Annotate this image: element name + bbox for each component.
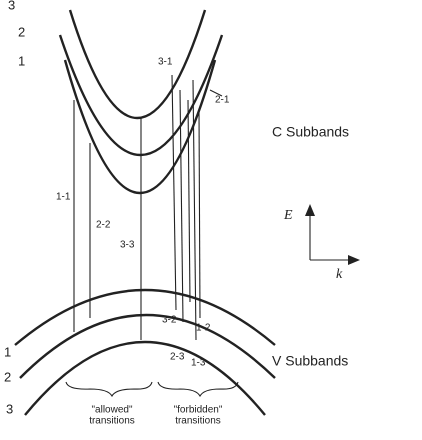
- arrow-head: [305, 204, 315, 216]
- c-title: C Subbands: [272, 124, 349, 140]
- transition-label: 3-2: [162, 315, 177, 326]
- transition-label: 3-3: [120, 240, 135, 251]
- v-label: 3: [6, 401, 13, 416]
- region-label: transitions: [175, 416, 221, 427]
- region-label: transitions: [89, 416, 135, 427]
- v-subband-2: [19, 313, 276, 379]
- leader-line: [209, 89, 223, 97]
- c-label: 3: [8, 0, 15, 12]
- region-label: "allowed": [91, 405, 132, 416]
- transition-label: 2-2: [96, 220, 111, 231]
- transition-line: [179, 89, 184, 323]
- arrow-head: [348, 255, 360, 265]
- v-title: V Subbands: [272, 353, 348, 369]
- transition-label: 1-2: [196, 323, 211, 334]
- transition-lines: [73, 74, 223, 341]
- transition-line: [171, 74, 177, 311]
- transition-line: [192, 79, 197, 341]
- k-label: k: [336, 267, 343, 282]
- transition-line: [198, 109, 201, 319]
- brace: [157, 381, 239, 398]
- transition-label: 1-3: [191, 358, 206, 369]
- transition-label: 2-3: [170, 352, 185, 363]
- c-label: 2: [18, 24, 25, 39]
- v-label: 1: [4, 344, 11, 359]
- transition-label: 1-1: [56, 192, 71, 203]
- c-subband-3: [68, 9, 207, 119]
- v-label: 2: [4, 369, 11, 384]
- transition-line: [187, 99, 191, 303]
- transition-label: 2-1: [215, 95, 230, 106]
- region-label: "forbidden": [174, 405, 223, 416]
- brace: [65, 381, 153, 398]
- v-subband-1: [14, 288, 276, 346]
- transition-label: 3-1: [158, 57, 173, 68]
- energy-label: E: [283, 208, 293, 223]
- c-label: 1: [18, 53, 25, 68]
- v-subband-3: [24, 341, 266, 416]
- c-subband-1: [63, 59, 217, 194]
